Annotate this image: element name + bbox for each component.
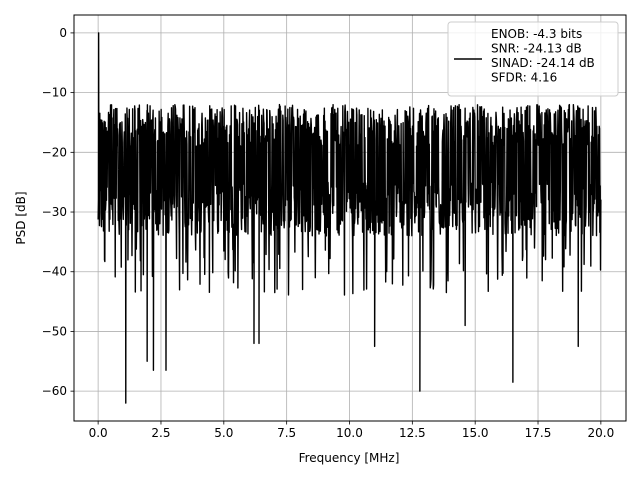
x-tick-label: 5.0 [214, 426, 233, 440]
x-tick-label: 0.0 [89, 426, 108, 440]
x-tick-label: 12.5 [399, 426, 426, 440]
x-tick-label: 10.0 [336, 426, 363, 440]
x-tick-label: 7.5 [277, 426, 296, 440]
y-tick-label: −30 [42, 205, 67, 219]
y-tick-label: −40 [42, 265, 67, 279]
x-axis-label: Frequency [MHz] [299, 451, 400, 465]
psd-line [97, 32, 602, 404]
y-tick-label: −10 [42, 86, 67, 100]
legend-text-line: SNR: -24.13 dB [491, 42, 582, 56]
x-tick-label: 20.0 [588, 426, 615, 440]
legend-text-line: ENOB: -4.3 bits [491, 27, 582, 41]
x-tick-label: 17.5 [525, 426, 552, 440]
y-tick-label: −60 [42, 384, 67, 398]
x-axis-ticks: 0.0 2.5 5.0 7.5 10.0 12.5 15.0 17.5 20.0 [89, 421, 615, 440]
x-tick-label: 15.0 [462, 426, 489, 440]
y-axis-ticks: 0 −10 −20 −30 −40 −50 −60 [42, 26, 74, 398]
series-group [97, 32, 602, 404]
legend-text-line: SFDR: 4.16 [491, 71, 557, 85]
legend-box [447, 21, 619, 97]
plot-frame [73, 14, 627, 422]
y-axis-label: PSD [dB] [14, 191, 28, 244]
y-tick-label: −20 [42, 145, 67, 159]
x-tick-label: 2.5 [151, 426, 170, 440]
y-tick-label: −50 [42, 324, 67, 338]
y-tick-label: 0 [59, 26, 67, 40]
legend-text-line: SINAD: -24.14 dB [491, 56, 595, 70]
